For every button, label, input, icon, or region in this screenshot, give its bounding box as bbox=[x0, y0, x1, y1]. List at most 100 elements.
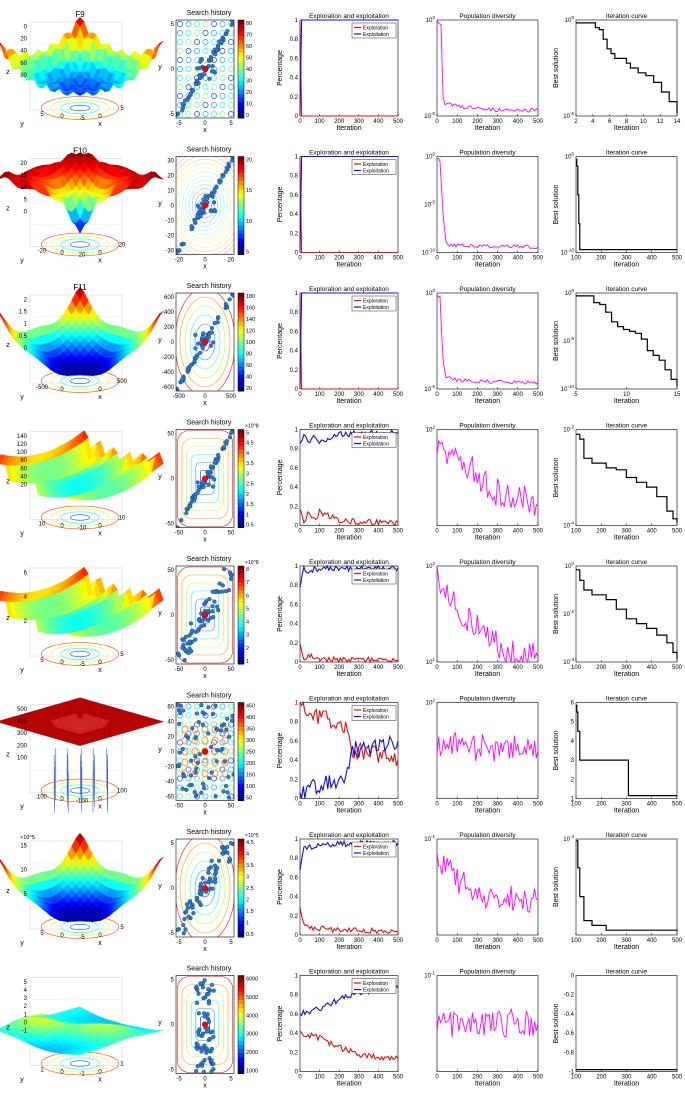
axes-box bbox=[436, 292, 539, 390]
surface-x-tick: 1 bbox=[120, 1062, 124, 1068]
x-axis-label: Iteration bbox=[475, 535, 500, 542]
x-tick-label: 400 bbox=[373, 802, 384, 808]
colorbar-segment bbox=[238, 69, 244, 74]
history-point bbox=[222, 722, 227, 727]
colorbar-segment bbox=[238, 85, 244, 90]
history-point bbox=[224, 165, 229, 170]
colorbar-frame bbox=[237, 19, 245, 119]
colorbar-segment bbox=[238, 904, 244, 909]
colorbar-segment bbox=[238, 594, 244, 600]
history-contour bbox=[202, 111, 209, 117]
history-contour bbox=[211, 75, 217, 81]
history-x-tick: 0 bbox=[203, 258, 207, 264]
history-contour bbox=[177, 66, 183, 72]
history-point bbox=[185, 905, 190, 911]
history-point bbox=[190, 726, 195, 731]
surface-y-label: y bbox=[20, 394, 24, 401]
history-y-tick: 50 bbox=[167, 568, 174, 574]
colorbar-segment bbox=[238, 867, 244, 873]
history-point bbox=[184, 506, 189, 512]
colorbar-segment bbox=[238, 916, 244, 922]
y-tick-label: 1 bbox=[295, 701, 299, 707]
history-contour bbox=[228, 93, 234, 99]
surface-z-tick: 20 bbox=[20, 161, 27, 167]
history-contour bbox=[194, 102, 200, 108]
history-point bbox=[211, 988, 216, 993]
surface-z-tick: 140 bbox=[17, 434, 28, 440]
history-point bbox=[196, 617, 201, 623]
y-axis-label: Best solution bbox=[553, 321, 560, 361]
legend-exploration-label: Exploration bbox=[363, 435, 388, 441]
surface-x-tick: 0 bbox=[98, 524, 102, 530]
colorbar-segment bbox=[238, 429, 244, 435]
history-contour bbox=[176, 163, 234, 248]
history-point bbox=[206, 334, 211, 339]
y-tick-label: 0.8 bbox=[290, 174, 299, 180]
colorbar-segment bbox=[238, 702, 244, 708]
history-title: Search history bbox=[187, 147, 232, 154]
history-point bbox=[194, 793, 199, 798]
history-x-tick: -20 bbox=[175, 258, 184, 264]
history-contour bbox=[177, 84, 183, 90]
history-contour bbox=[211, 111, 217, 117]
x-tick-label: 400 bbox=[647, 529, 658, 535]
colorbar-segment bbox=[238, 784, 244, 789]
history-point bbox=[230, 20, 234, 23]
history-point bbox=[215, 604, 220, 609]
surface-y-tick: -500 bbox=[36, 385, 49, 391]
colorbar-tick: 3 bbox=[246, 875, 249, 881]
history-contour bbox=[219, 102, 226, 108]
y-tick-label: 0 bbox=[295, 251, 299, 257]
colorbar-segment bbox=[238, 722, 244, 728]
history-x-tick: -50 bbox=[175, 667, 184, 673]
history-x-label: x bbox=[203, 127, 207, 134]
y-tick-label: 100 bbox=[426, 288, 436, 297]
history-point bbox=[181, 922, 186, 928]
history-point bbox=[212, 189, 217, 195]
colorbar-tick: 160 bbox=[246, 306, 255, 312]
surface-x-label: x bbox=[98, 121, 102, 128]
history-point bbox=[221, 789, 226, 794]
history-point bbox=[218, 748, 223, 753]
y-tick-label: 10-1 bbox=[424, 834, 435, 843]
y-axis-label: Percentage bbox=[277, 596, 284, 632]
history-title: Search history bbox=[187, 829, 232, 836]
surface-z-tick: 4 bbox=[24, 988, 28, 994]
surface-x-tick: 0 bbox=[98, 114, 102, 120]
colorbar-tick: 10 bbox=[246, 219, 252, 225]
history-point bbox=[195, 1042, 200, 1047]
surface-x-tick: 5 bbox=[120, 925, 124, 931]
y-tick-label: 10-2 bbox=[563, 425, 574, 434]
axes-box bbox=[436, 156, 539, 253]
surface-x-label: x bbox=[98, 667, 102, 674]
colorbar-tick: 180 bbox=[246, 294, 255, 300]
legend-exploration-label: Exploration bbox=[363, 844, 388, 850]
x-axis-label: Iteration bbox=[614, 398, 639, 405]
colorbar-tick: 80 bbox=[246, 21, 252, 27]
history-y-tick: 10 bbox=[167, 189, 174, 195]
axes-title: Population diversity bbox=[459, 13, 516, 20]
history-point bbox=[209, 858, 214, 863]
surface-x-tick: 5 bbox=[120, 106, 124, 112]
y-tick-label: 10-5 bbox=[424, 111, 435, 120]
colorbar-segment bbox=[238, 574, 244, 579]
axes-box bbox=[436, 429, 539, 526]
history-point bbox=[193, 220, 198, 225]
history-point bbox=[203, 880, 208, 885]
history-x-tick: -50 bbox=[175, 531, 184, 537]
y-tick-label: 0.6 bbox=[290, 56, 299, 62]
y-tick-label: 102 bbox=[426, 698, 436, 707]
history-title: Search history bbox=[187, 283, 232, 290]
colorbar-segment bbox=[238, 64, 244, 70]
surface-y-tick: 20 bbox=[79, 253, 86, 259]
history-contour bbox=[202, 39, 209, 45]
colorbar-segment bbox=[238, 160, 244, 166]
surface-x-tick: 500 bbox=[117, 379, 128, 385]
axes-box bbox=[436, 838, 539, 936]
y-tick-label: 101 bbox=[426, 657, 436, 666]
